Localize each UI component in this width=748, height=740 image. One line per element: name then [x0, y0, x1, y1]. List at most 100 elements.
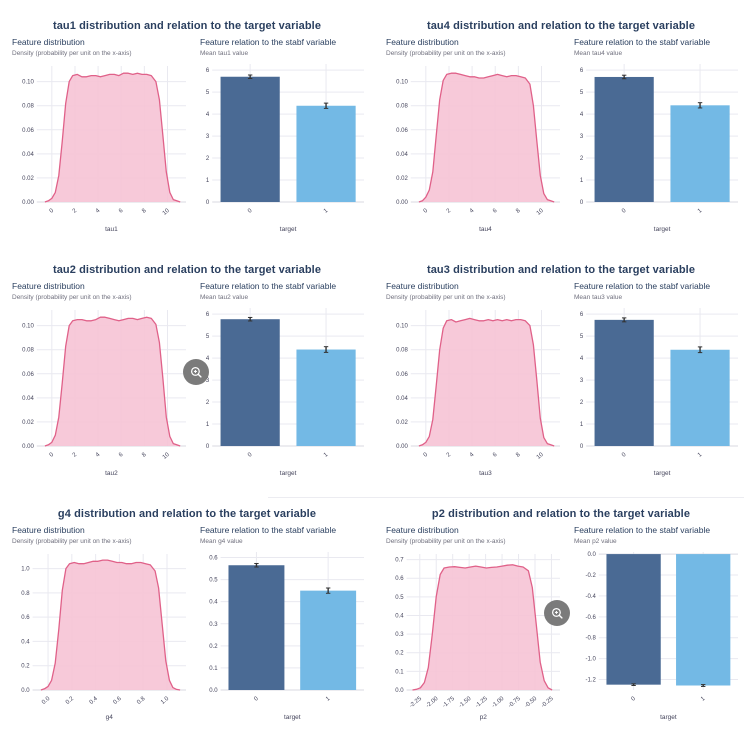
svg-text:6: 6	[492, 208, 499, 215]
svg-text:0: 0	[247, 208, 254, 215]
x-axis-label: target	[284, 714, 301, 721]
svg-text:0.04: 0.04	[396, 152, 408, 158]
distribution-caption: Density (probability per unit on the x-a…	[386, 50, 506, 57]
density-line	[412, 564, 553, 691]
svg-text:0.02: 0.02	[22, 176, 34, 182]
svg-text:4: 4	[580, 112, 584, 118]
svg-text:-0.8: -0.8	[585, 636, 596, 642]
panel-tau4: tau4 distribution and relation to the ta…	[374, 12, 748, 256]
svg-text:0.3: 0.3	[209, 622, 218, 628]
svg-text:-1.00: -1.00	[491, 696, 506, 710]
svg-text:0.5: 0.5	[395, 595, 404, 601]
svg-text:0: 0	[253, 696, 260, 703]
svg-text:8: 8	[141, 452, 148, 459]
x-axis-label: tau1	[105, 226, 118, 233]
x-axis-label: target	[654, 470, 671, 477]
svg-text:5: 5	[580, 334, 584, 340]
svg-text:6: 6	[118, 452, 125, 459]
panel-tau2: tau2 distribution and relation to the ta…	[0, 256, 374, 500]
svg-text:0: 0	[621, 208, 628, 215]
distribution-caption: Density (probability per unit on the x-a…	[12, 538, 132, 545]
axis-ticks: 0.0 -0.2 -0.4 -0.6 -0.8 -1.0 -1.2 0 1	[585, 552, 707, 703]
svg-text:4: 4	[206, 356, 210, 362]
panel-separator	[268, 497, 744, 498]
svg-text:-0.6: -0.6	[585, 615, 596, 621]
density-chart-tau1: 0.00 0.02 0.04 0.06 0.08 0.10 0 2 4 6 8 10 tau1	[12, 58, 196, 234]
bar-0	[220, 319, 280, 446]
bar-chart-g4: 0.0 0.1 0.2 0.3 0.4 0.5 0.6 0 1 target	[200, 546, 370, 722]
bar-1	[296, 105, 356, 202]
x-axis-label: target	[660, 714, 677, 721]
bar-1	[300, 590, 357, 690]
axis-ticks: 0.00 0.02 0.04 0.06 0.08 0.10 0 2 4 6 8 10	[22, 80, 171, 217]
svg-text:-1.0: -1.0	[585, 657, 596, 663]
distribution-subtitle: Feature distribution	[12, 281, 85, 291]
svg-text:0.7: 0.7	[395, 558, 404, 564]
relation-caption: Mean tau2 value	[200, 294, 249, 301]
svg-text:-0.2: -0.2	[585, 573, 596, 579]
svg-text:0.02: 0.02	[396, 176, 408, 182]
svg-text:1: 1	[323, 452, 330, 459]
svg-text:10: 10	[536, 452, 545, 461]
svg-text:0.8: 0.8	[136, 696, 147, 706]
svg-text:10: 10	[162, 208, 171, 217]
distribution-subtitle: Feature distribution	[12, 37, 85, 47]
density-chart-tau3: 0.00 0.02 0.04 0.06 0.08 0.10 0 2 4 6 8 10 tau3	[386, 302, 570, 478]
svg-text:3: 3	[580, 378, 584, 384]
svg-text:2: 2	[446, 452, 453, 459]
svg-text:0.06: 0.06	[22, 372, 34, 378]
svg-text:0.4: 0.4	[89, 696, 100, 706]
svg-text:0.0: 0.0	[587, 552, 596, 558]
svg-text:8: 8	[141, 208, 148, 215]
density-chart-g4: 0.0 0.2 0.4 0.6 0.8 1.0 0.0 0.2 0.4 0.6 0.8 1.0 g4	[12, 546, 196, 722]
svg-text:2: 2	[206, 400, 210, 406]
svg-text:-2.25: -2.25	[409, 696, 424, 710]
svg-text:1: 1	[206, 422, 210, 428]
svg-text:-0.25: -0.25	[540, 696, 555, 710]
relation-subtitle: Feature relation to the stabf variable	[200, 37, 337, 47]
svg-text:-0.75: -0.75	[507, 696, 522, 710]
panel-title: p2 distribution and relation to the targ…	[431, 508, 691, 520]
svg-text:6: 6	[492, 452, 499, 459]
svg-text:0.10: 0.10	[396, 80, 408, 86]
axis-ticks: 0.0 0.1 0.2 0.3 0.4 0.5 0.6 0 1	[209, 556, 332, 703]
bar-0	[594, 76, 654, 202]
svg-text:-1.50: -1.50	[458, 696, 473, 710]
relation-subtitle: Feature relation to the stabf variable	[200, 281, 337, 291]
zoom-in-button[interactable]	[544, 600, 570, 626]
svg-text:0.5: 0.5	[209, 578, 218, 584]
svg-text:1.0: 1.0	[160, 696, 171, 706]
x-axis-label: tau2	[105, 470, 118, 477]
svg-text:0.06: 0.06	[396, 128, 408, 134]
bar-chart-tau1: 0 1 2 3 4 5 6 0 1 target	[200, 58, 370, 234]
panel-title: tau2 distribution and relation to the ta…	[52, 264, 322, 276]
svg-text:0.1: 0.1	[209, 666, 218, 672]
axis-ticks: 0.00 0.02 0.04 0.06 0.08 0.10 0 2 4 6 8 10	[396, 80, 545, 217]
svg-text:1: 1	[580, 178, 584, 184]
relation-subtitle: Feature relation to the stabf variable	[574, 281, 711, 291]
x-axis-label: target	[654, 226, 671, 233]
distribution-subtitle: Feature distribution	[386, 525, 459, 535]
density-area	[418, 73, 555, 202]
density-area	[418, 318, 555, 446]
svg-text:0: 0	[580, 444, 584, 450]
relation-subtitle: Feature relation to the stabf variable	[574, 37, 711, 47]
svg-text:4: 4	[95, 208, 102, 215]
density-area	[412, 564, 553, 690]
relation-caption: Mean g4 value	[200, 538, 243, 545]
svg-text:0.6: 0.6	[209, 556, 218, 562]
bar-chart-tau4: 0 1 2 3 4 5 6 0 1 target	[574, 58, 744, 234]
svg-text:0.00: 0.00	[22, 444, 34, 450]
svg-text:0.4: 0.4	[21, 639, 30, 645]
svg-text:0.2: 0.2	[395, 651, 404, 657]
distribution-subtitle: Feature distribution	[386, 281, 459, 291]
svg-text:0.04: 0.04	[396, 396, 408, 402]
svg-text:0.04: 0.04	[22, 396, 34, 402]
density-line	[418, 72, 555, 203]
svg-text:0: 0	[580, 200, 584, 206]
svg-text:-1.2: -1.2	[585, 678, 596, 684]
zoom-in-button[interactable]	[183, 359, 209, 385]
svg-text:0.02: 0.02	[22, 420, 34, 426]
distribution-caption: Density (probability per unit on the x-a…	[386, 538, 506, 545]
